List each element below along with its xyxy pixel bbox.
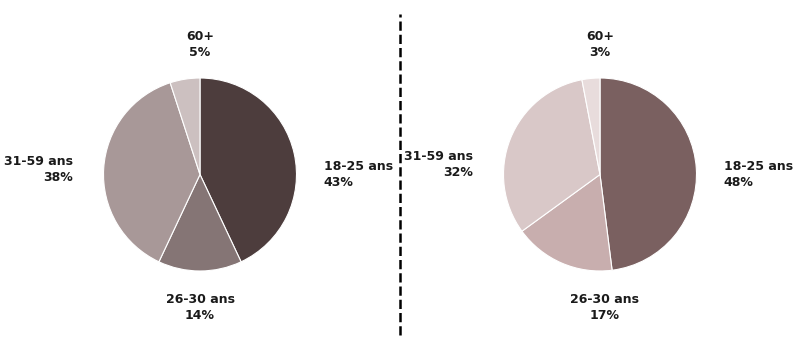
Text: 31-59 ans
32%: 31-59 ans 32% — [404, 150, 473, 179]
Text: 31-59 ans
38%: 31-59 ans 38% — [4, 155, 73, 184]
Text: 18-25 ans
48%: 18-25 ans 48% — [723, 160, 793, 189]
Wedge shape — [503, 80, 600, 231]
Wedge shape — [170, 78, 200, 174]
Wedge shape — [522, 174, 612, 271]
Text: 26-30 ans
17%: 26-30 ans 17% — [570, 293, 639, 322]
Text: 18-25 ans
43%: 18-25 ans 43% — [323, 160, 393, 189]
Wedge shape — [159, 174, 241, 271]
Text: 26-30 ans
14%: 26-30 ans 14% — [166, 293, 234, 322]
Wedge shape — [103, 83, 200, 262]
Text: 60+
3%: 60+ 3% — [586, 30, 614, 59]
Wedge shape — [200, 78, 297, 262]
Wedge shape — [600, 78, 697, 270]
Wedge shape — [582, 78, 600, 174]
Text: 60+
5%: 60+ 5% — [186, 30, 214, 59]
